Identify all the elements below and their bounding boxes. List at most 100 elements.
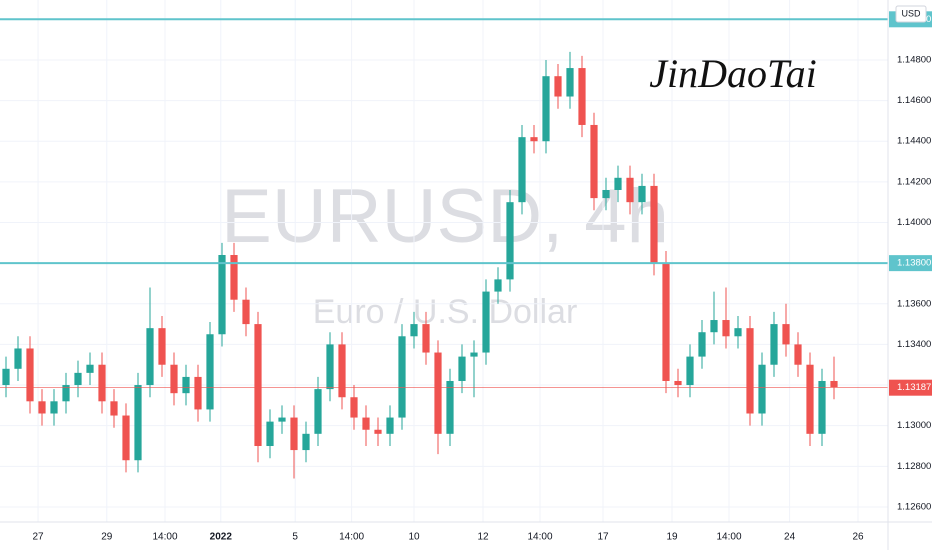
candle-body <box>290 417 298 451</box>
candle-body <box>182 376 190 394</box>
candle-body <box>758 364 766 414</box>
candle-body <box>410 324 418 337</box>
candle-body <box>230 255 238 300</box>
candle-body <box>50 401 58 414</box>
candle-body <box>770 324 778 365</box>
candle-body <box>446 380 454 434</box>
candle-body <box>710 320 718 333</box>
candle-body <box>650 185 658 264</box>
candle-body <box>2 368 10 386</box>
candle-body <box>458 356 466 381</box>
candle-body <box>830 380 838 388</box>
grid <box>0 0 888 522</box>
candle-body <box>146 328 154 386</box>
candle-body <box>206 334 214 410</box>
candle-body <box>362 417 370 430</box>
y-tick-label: 1.13400 <box>897 339 931 350</box>
candle-body <box>194 376 202 410</box>
y-tick-label: 1.13600 <box>897 298 931 309</box>
candle-body <box>338 344 346 398</box>
candle-body <box>602 189 610 199</box>
price-label-box <box>889 255 932 272</box>
candle-body <box>782 324 790 345</box>
candle-body <box>86 364 94 373</box>
x-tick-label: 17 <box>597 532 609 543</box>
x-tick-label: 24 <box>784 532 796 543</box>
candle-body <box>590 124 598 199</box>
currency-badge[interactable] <box>895 5 927 23</box>
candle-body <box>170 364 178 394</box>
x-tick-label: 10 <box>408 532 420 543</box>
currency-label: USD <box>901 8 921 18</box>
candle-body <box>266 421 274 447</box>
candle-body <box>398 336 406 418</box>
x-tick-label: 26 <box>852 532 864 543</box>
candle-body <box>374 429 382 434</box>
candle-body <box>542 76 550 142</box>
candle-body <box>626 177 634 203</box>
x-tick-label: 19 <box>666 532 678 543</box>
candle-body <box>506 202 514 280</box>
candle-body <box>806 364 814 434</box>
candle-body <box>746 328 754 414</box>
candle-body <box>722 320 730 337</box>
x-tick-label: 29 <box>101 532 113 543</box>
candle-body <box>482 291 490 353</box>
y-tick-label: 1.14800 <box>897 54 931 65</box>
candle-body <box>554 76 562 97</box>
candle-body <box>38 401 46 414</box>
x-tick-label: 5 <box>292 532 298 543</box>
candle-body <box>662 263 670 381</box>
candle-body <box>566 68 574 97</box>
candle-body <box>674 380 682 386</box>
candle-body <box>686 356 694 386</box>
candle-body <box>470 352 478 357</box>
candle-body <box>614 177 622 190</box>
candle-body <box>386 417 394 434</box>
candle-body <box>734 328 742 337</box>
candle-body <box>254 324 262 447</box>
candle-body <box>530 137 538 142</box>
x-tick-label: 14:00 <box>527 532 552 543</box>
price-label-box <box>889 379 932 396</box>
candle-body <box>494 279 502 292</box>
y-tick-label: 1.12600 <box>897 501 931 512</box>
candle-body <box>698 332 706 357</box>
y-tick-label: 1.12800 <box>897 461 931 472</box>
x-tick-label: 14:00 <box>152 532 177 543</box>
price-label: 1.13187 <box>897 382 931 393</box>
candle-body <box>314 389 322 434</box>
candle-body <box>158 328 166 365</box>
candle-body <box>134 385 142 461</box>
candle-body <box>326 344 334 390</box>
price-label: 1.13800 <box>897 258 931 269</box>
y-tick-label: 1.14000 <box>897 217 931 228</box>
candle-body <box>278 417 286 422</box>
candle-body <box>434 352 442 434</box>
watermark: EURUSD, 4h <box>221 174 669 259</box>
y-tick-label: 1.14200 <box>897 176 931 187</box>
candle-body <box>218 255 226 335</box>
y-tick-label: 1.14400 <box>897 136 931 147</box>
x-tick-label: 14:00 <box>716 532 741 543</box>
candles <box>0 18 888 479</box>
candle-body <box>302 433 310 451</box>
signature: JinDaoTai <box>649 51 816 96</box>
y-tick-label: 1.14600 <box>897 95 931 106</box>
candle-body <box>242 299 250 325</box>
watermark-subtitle: Euro / U.S. Dollar <box>313 293 578 331</box>
candle-body <box>518 137 526 203</box>
candle-body <box>74 372 82 386</box>
y-tick-label: 1.13000 <box>897 420 931 431</box>
candle-body <box>14 348 22 369</box>
candle-body <box>122 415 130 461</box>
candle-body <box>26 348 34 402</box>
x-tick-label: 14:00 <box>339 532 364 543</box>
candle-body <box>578 68 586 125</box>
candle-body <box>638 185 646 203</box>
x-tick-label: 12 <box>477 532 489 543</box>
x-tick-label: 27 <box>32 532 44 543</box>
